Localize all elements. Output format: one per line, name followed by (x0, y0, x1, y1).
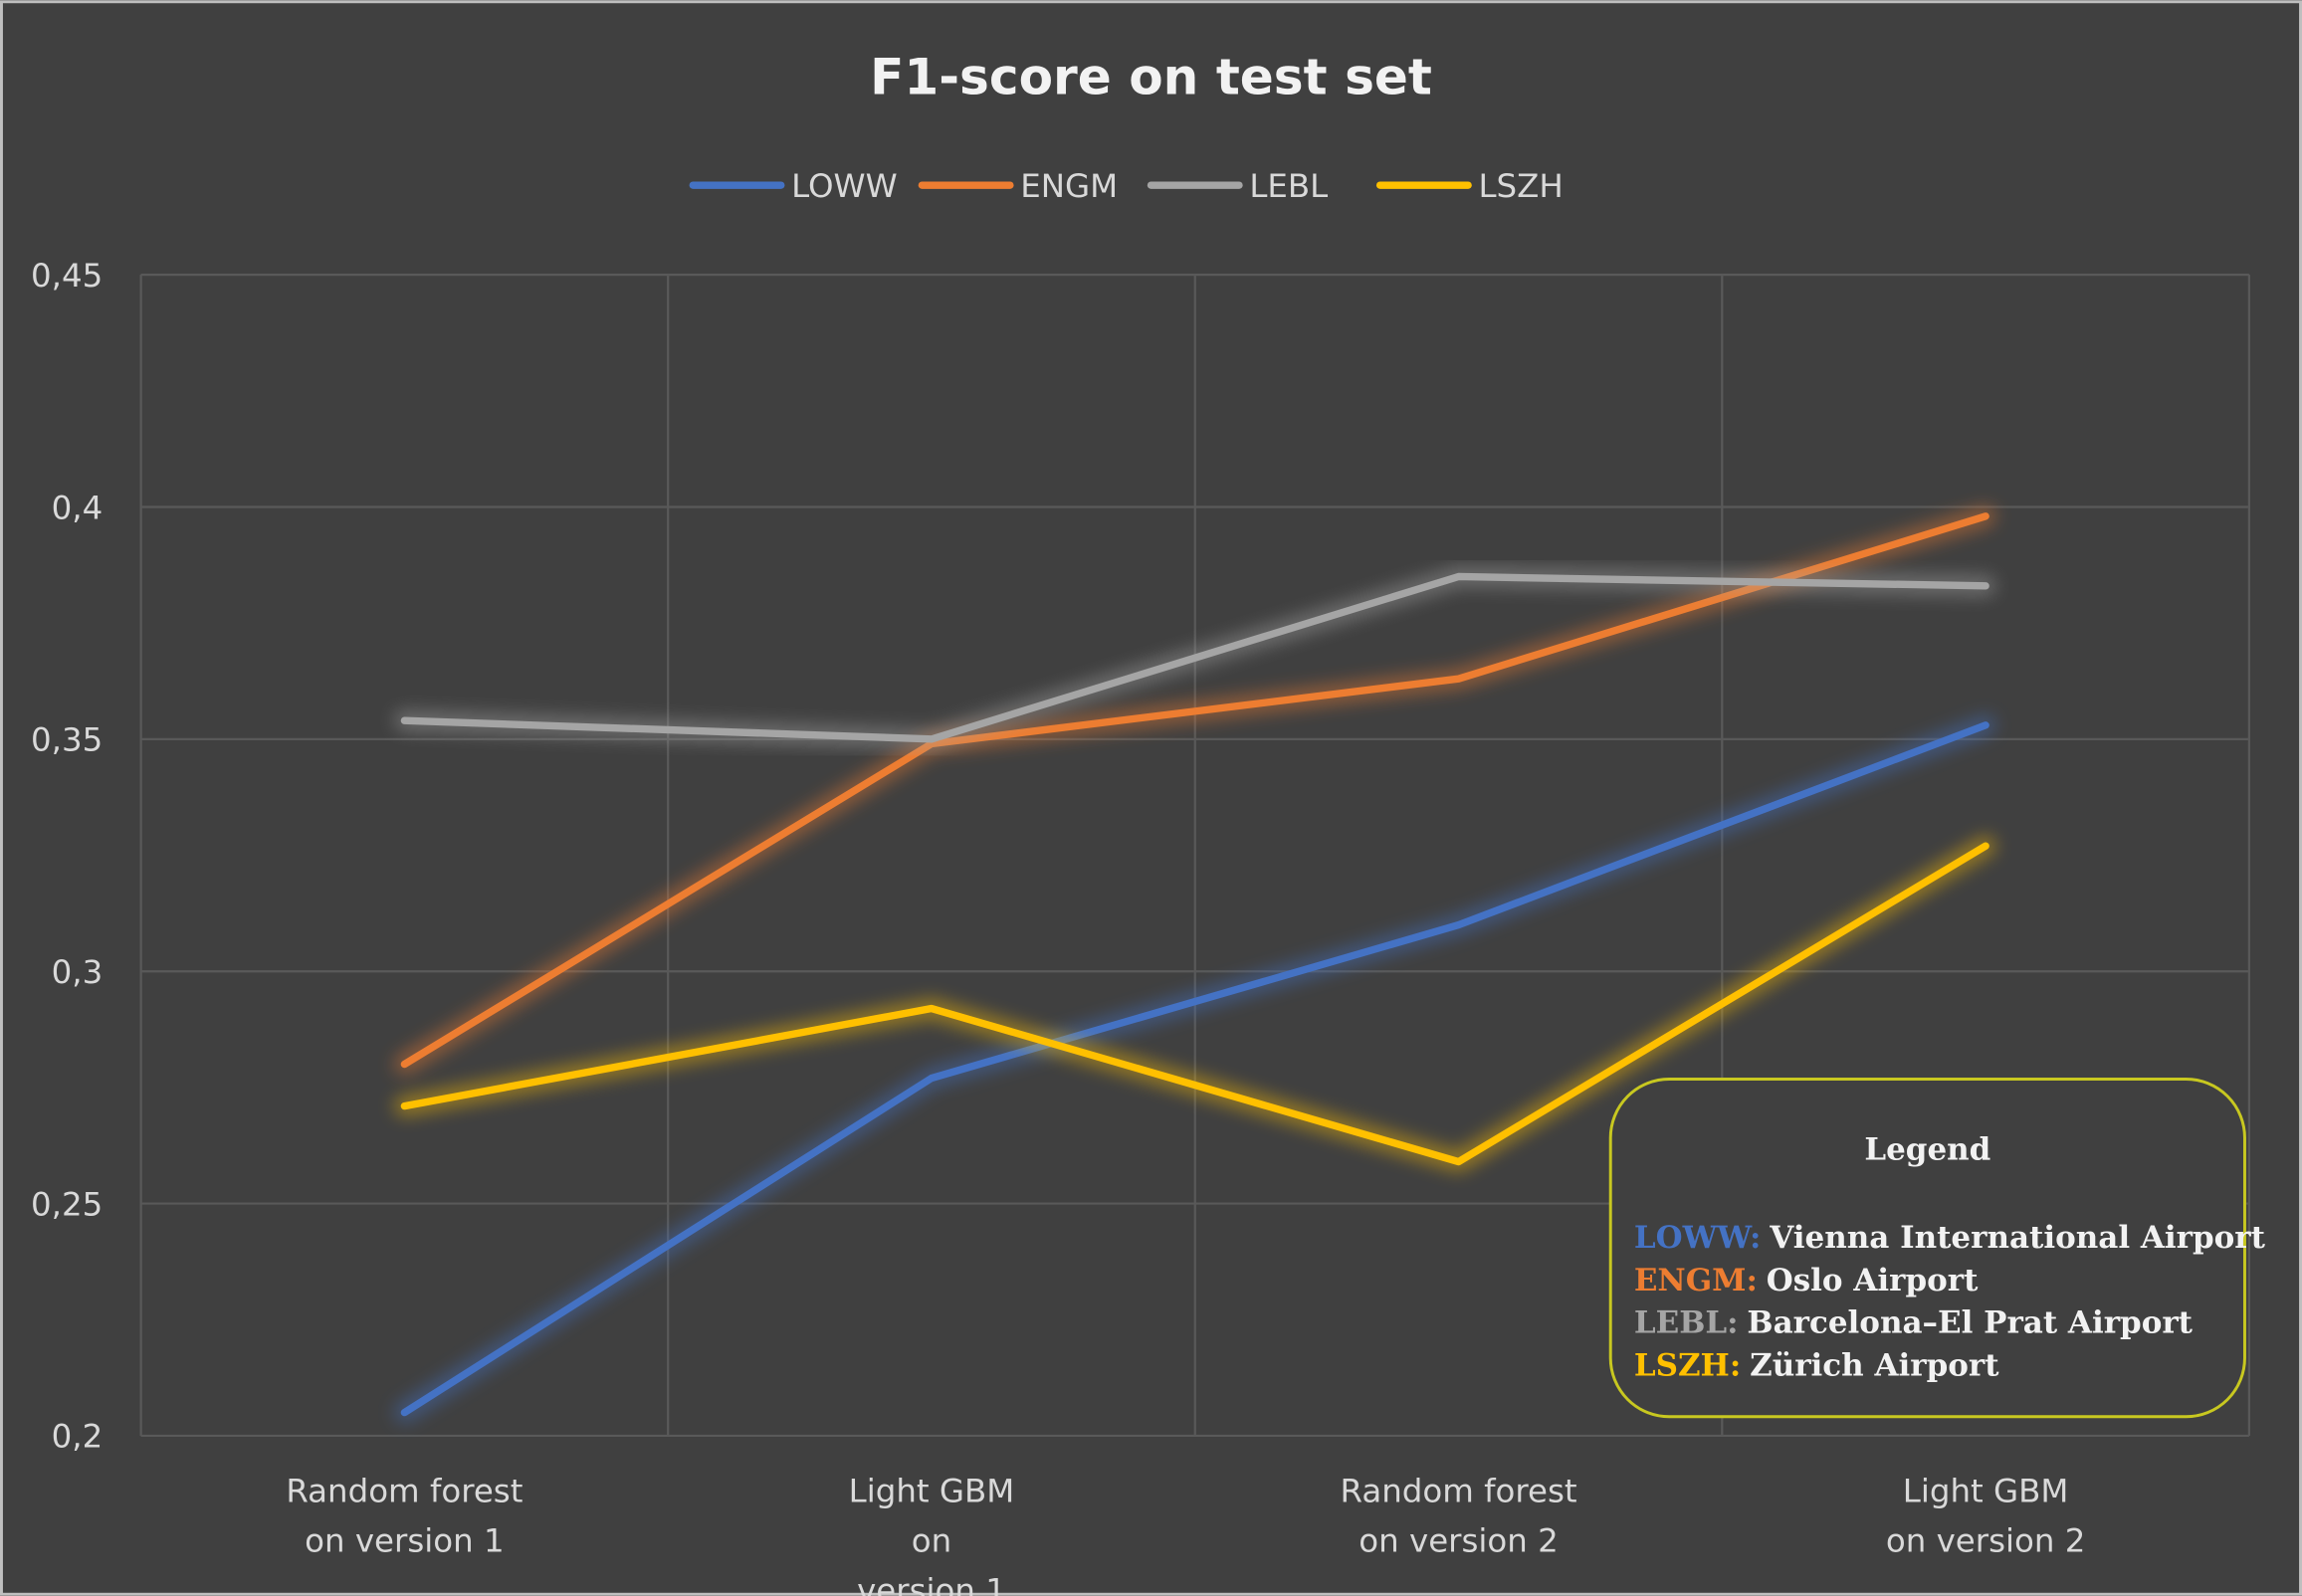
x-tick-label: Light GBM (849, 1472, 1015, 1509)
legend-label: LEBL (1249, 167, 1328, 205)
x-tick-label: Random forest (286, 1472, 523, 1509)
annotation-text: Oslo Airport (1767, 1263, 1979, 1298)
annotation-entry: ENGM: Oslo Airport (1634, 1263, 1979, 1298)
annotation-entry: LOWW: Vienna International Airport (1634, 1220, 2266, 1256)
annotation-code: LOWW: (1634, 1220, 1762, 1256)
annotation-title: Legend (1864, 1132, 1990, 1168)
annotation-text: Barcelona–El Prat Airport (1747, 1305, 2193, 1341)
y-tick-label: 0,2 (52, 1418, 104, 1456)
legend-label: LOWW (791, 167, 898, 205)
series-line (400, 572, 1989, 743)
series-line (400, 512, 1989, 1069)
series-line (400, 721, 1989, 1417)
x-tick-label: on version 1 (305, 1521, 504, 1559)
x-tick-label: on version 2 (1886, 1521, 2085, 1559)
annotation-code: LEBL: (1634, 1305, 1739, 1341)
series-line (400, 842, 1989, 1166)
y-tick-label: 0,4 (52, 489, 104, 526)
x-tick-label: on version 2 (1359, 1521, 1558, 1559)
y-tick-label: 0,35 (31, 721, 103, 759)
x-tick-label: Light GBM (1903, 1472, 2069, 1509)
y-tick-label: 0,3 (52, 953, 104, 991)
annotation-entry: LEBL: Barcelona–El Prat Airport (1634, 1305, 2194, 1341)
annotation-code: LSZH: (1634, 1347, 1741, 1383)
legend-label: LSZH (1478, 167, 1563, 205)
annotation-text: Zürich Airport (1750, 1347, 1999, 1383)
x-tick-label: version 1 (857, 1572, 1006, 1596)
annotation-entry: LSZH: Zürich Airport (1634, 1347, 1999, 1383)
y-tick-label: 0,45 (31, 257, 103, 295)
chart-title: F1-score on test set (870, 48, 1432, 106)
y-tick-label: 0,25 (31, 1185, 103, 1223)
legend-label: ENGM (1020, 167, 1118, 205)
x-tick-label: on (912, 1521, 951, 1559)
annotation-text: Vienna International Airport (1769, 1220, 2265, 1256)
annotation-code: ENGM: (1634, 1263, 1758, 1298)
x-tick-label: Random forest (1341, 1472, 1577, 1509)
annotation-box (1608, 1078, 2246, 1419)
